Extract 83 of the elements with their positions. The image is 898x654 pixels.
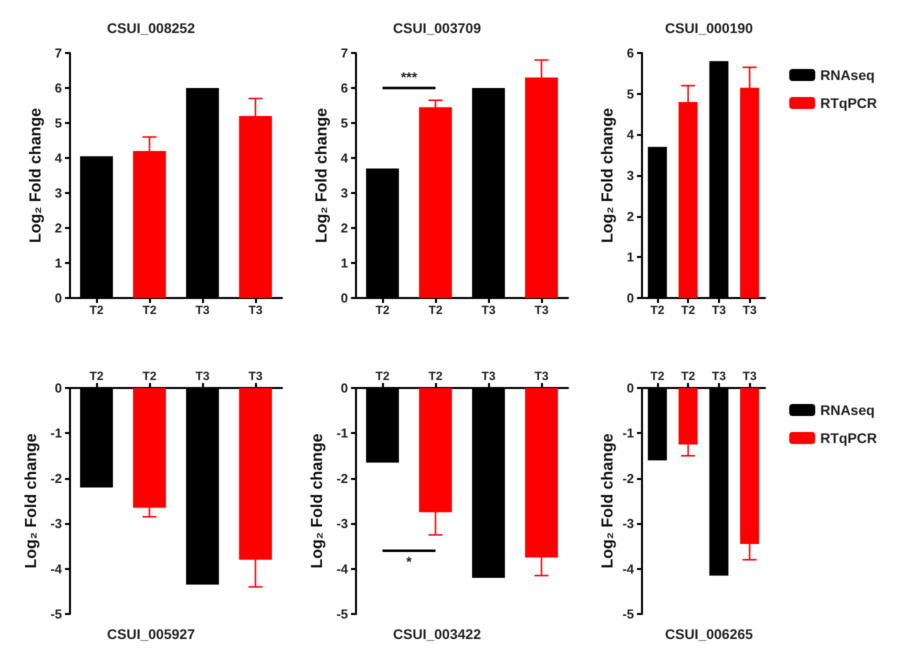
y-tick-label: 7	[54, 46, 62, 60]
x-tick-label: T2	[650, 369, 665, 383]
y-tick-label: -5	[622, 606, 634, 622]
x-tick-label: T3	[712, 369, 726, 383]
y-tick-label: 4	[340, 150, 349, 166]
y-axis-title: Log₂ Fold change	[309, 433, 326, 569]
x-tick-label: T3	[534, 369, 549, 383]
x-tick-label: T2	[89, 369, 104, 383]
y-tick-label: 6	[54, 80, 62, 96]
y-tick-label: -2	[50, 470, 62, 486]
x-tick-label: T2	[428, 303, 443, 317]
x-tick-label: T2	[89, 303, 104, 317]
y-tick-label: -4	[336, 561, 349, 576]
x-tick-label: T2	[428, 369, 443, 383]
y-tick-label: -2	[622, 470, 634, 486]
y-tick-label: 0	[626, 290, 634, 306]
y-tick-label: -1	[50, 426, 62, 441]
y-tick-label: 6	[340, 80, 348, 96]
y-axis-title: Log₂ Fold change	[23, 433, 40, 569]
y-tick-label: 2	[340, 220, 348, 236]
y-tick-label: -5	[50, 606, 62, 622]
x-tick-label: T3	[534, 303, 549, 317]
x-tick-label: T2	[375, 369, 390, 383]
x-tick-label: T3	[742, 303, 757, 317]
x-tick-label: T3	[481, 369, 496, 383]
x-tick-label: T2	[142, 303, 157, 317]
y-tick-label: -3	[50, 516, 62, 532]
annotation: *	[406, 554, 412, 570]
y-axis-title: Log₂ Fold change	[27, 108, 44, 244]
x-tick-label: T3	[195, 369, 210, 383]
y-tick-label: 1	[54, 256, 62, 270]
chart-title: CSUI_008252	[107, 20, 196, 36]
y-tick-label: -2	[336, 470, 348, 486]
y-tick-label: -1	[336, 426, 348, 441]
x-tick-label: T2	[142, 369, 157, 383]
y-tick-label: 2	[626, 208, 634, 224]
x-tick-label: T2	[650, 303, 665, 317]
y-tick-label: 6	[626, 46, 634, 60]
x-tick-label: T3	[712, 303, 726, 317]
y-tick-label: -3	[336, 516, 348, 532]
y-tick-label: -4	[50, 561, 63, 576]
y-tick-label: 2	[54, 220, 62, 236]
y-tick-label: 0	[340, 290, 348, 306]
text: CSUI_005927	[107, 626, 196, 642]
annotation: ***	[400, 69, 418, 85]
legend-label: RNAseq	[820, 402, 875, 418]
y-tick-label: 0	[340, 380, 348, 396]
y-axis-title: Log₂ Fold change	[313, 108, 330, 244]
y-tick-label: 5	[340, 116, 348, 130]
y-tick-label: -1	[622, 426, 634, 441]
y-tick-label: -3	[622, 516, 634, 532]
y-tick-label: 0	[54, 290, 62, 306]
y-tick-label: 3	[340, 186, 348, 200]
y-tick-label: 5	[54, 116, 62, 130]
text: CSUI_003422	[393, 626, 482, 642]
x-tick-label: T2	[681, 303, 696, 317]
y-tick-label: 7	[340, 46, 348, 60]
legend-label: RNAseq	[820, 67, 875, 83]
x-tick-label: T2	[375, 303, 390, 317]
y-tick-label: 5	[626, 86, 634, 102]
y-axis-title: Log₂ Fold change	[600, 433, 616, 569]
y-tick-label: 0	[54, 380, 62, 396]
y-tick-label: 1	[626, 250, 634, 265]
y-tick-label: 4	[54, 150, 63, 166]
x-tick-label: T2	[681, 369, 696, 383]
y-tick-label: 3	[626, 168, 634, 183]
text: CSUI_006265	[665, 626, 754, 642]
y-tick-label: -5	[336, 606, 348, 622]
y-axis-title: Log₂ Fold change	[600, 108, 616, 244]
y-tick-label: 3	[54, 186, 62, 200]
legend-label: RTqPCR	[820, 95, 878, 111]
y-tick-label: 1	[340, 256, 348, 270]
x-tick-label: T3	[248, 369, 263, 383]
y-tick-label: 0	[626, 380, 634, 396]
x-tick-label: T3	[742, 369, 757, 383]
x-tick-label: T3	[248, 303, 263, 317]
y-tick-label: 4	[626, 127, 635, 142]
y-tick-label: -4	[622, 561, 635, 576]
chart-title: CSUI_003709	[393, 20, 482, 36]
x-tick-label: T3	[195, 303, 210, 317]
chart-title: CSUI_000190	[665, 20, 754, 36]
legend-label: RTqPCR	[820, 430, 878, 446]
x-tick-label: T3	[481, 303, 496, 317]
